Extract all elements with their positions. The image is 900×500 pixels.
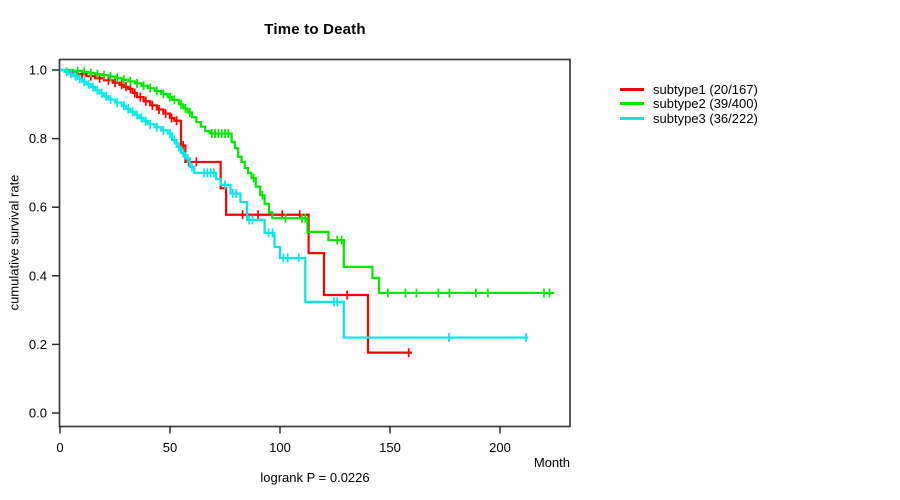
x-tick-label-50: 50 — [163, 440, 177, 455]
y-tick-label-0.2: 0.2 — [29, 337, 47, 352]
km-curve-subtype2 — [60, 68, 555, 295]
censor-ticks-subtype2 — [76, 66, 551, 298]
legend-row-subtype1: subtype1 (20/167) — [620, 82, 758, 97]
legend-label-subtype1: subtype1 (20/167) — [653, 81, 758, 97]
logrank-annotation: logrank P = 0.0226 — [260, 470, 370, 485]
legend-row-subtype3: subtype3 (36/222) — [620, 111, 758, 126]
y-tick-label-1.0: 1.0 — [29, 63, 47, 78]
x-tick-label-150: 150 — [379, 440, 401, 455]
km-curve-subtype1 — [60, 68, 412, 354]
legend-line-swatch-subtype2 — [620, 102, 644, 106]
censor-ticks-subtype1 — [81, 69, 410, 358]
y-tick-label-0.8: 0.8 — [29, 131, 47, 146]
x-tick-label-100: 100 — [269, 440, 291, 455]
legend-row-subtype2: subtype2 (39/400) — [620, 96, 758, 112]
legend-line-swatch-subtype1 — [620, 87, 644, 91]
y-tick-label-0.4: 0.4 — [29, 268, 47, 283]
plot-title: Time to Death — [264, 21, 366, 38]
x-tick-label-200: 200 — [489, 440, 511, 455]
legend-label-subtype3: subtype3 (36/222) — [653, 110, 758, 126]
y-tick-label-0.6: 0.6 — [29, 200, 47, 215]
legend: subtype1 (20/167) subtype2 (39/400) subtyp… — [620, 82, 758, 126]
y-tick-label-0.0: 0.0 — [29, 406, 47, 421]
km-curve-subtype3 — [60, 68, 528, 339]
y-axis-label: cumulative survival rate — [6, 174, 22, 311]
legend-line-swatch-subtype3 — [620, 116, 644, 120]
x-axis-label: Month — [533, 455, 570, 470]
plot-box — [58, 58, 571, 428]
censor-ticks-subtype3 — [65, 67, 527, 343]
legend-label-subtype2: subtype2 (39/400) — [653, 96, 758, 112]
x-tick-label-0: 0 — [56, 440, 63, 455]
